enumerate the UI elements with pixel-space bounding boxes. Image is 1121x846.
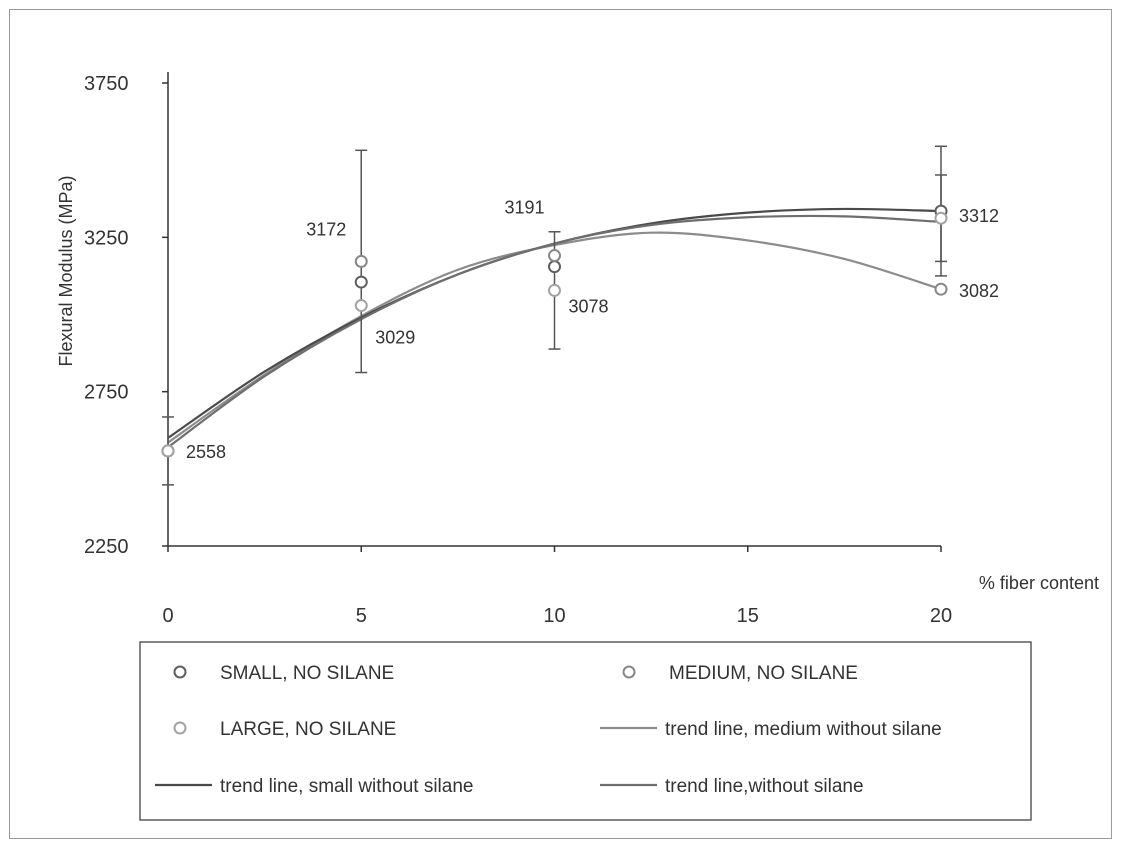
data-label: 3078 <box>569 296 609 316</box>
y-axis-title: Flexural Modulus (MPa) <box>56 175 76 366</box>
data-point-series-2 <box>548 283 561 297</box>
data-point-series-2 <box>354 299 368 313</box>
y-tick-label: 2250 <box>84 536 129 558</box>
data-label: 3191 <box>505 198 545 218</box>
legend-label: LARGE, NO SILANE <box>220 719 396 740</box>
legend-marker <box>622 665 636 679</box>
data-point-series-1 <box>934 282 948 296</box>
data-point-series-2 <box>161 444 175 458</box>
data-label: 3172 <box>306 219 346 239</box>
legend-label: MEDIUM, NO SILANE <box>669 663 858 684</box>
legend-label: trend line,without silane <box>665 776 864 797</box>
data-point-series-0 <box>354 275 368 289</box>
data-point-series-0 <box>548 260 561 274</box>
x-tick-label: 0 <box>162 605 173 627</box>
legend-label: trend line, medium without silane <box>665 719 942 740</box>
x-tick-label: 5 <box>356 605 367 627</box>
chart-frame <box>9 9 1112 839</box>
data-label: 2558 <box>186 442 226 462</box>
y-tick-label: 2750 <box>84 382 129 404</box>
legend-marker <box>173 665 187 679</box>
x-axis-title: % fiber content <box>979 573 1099 593</box>
data-label: 3312 <box>959 206 999 226</box>
data-label: 3082 <box>959 281 999 301</box>
x-tick-label: 10 <box>543 605 565 627</box>
x-tick-label: 20 <box>930 605 952 627</box>
data-point-series-2 <box>934 211 948 225</box>
legend-label: SMALL, NO SILANE <box>220 663 394 684</box>
x-tick-label: 15 <box>737 605 759 627</box>
legend-label: trend line, small without silane <box>220 776 473 797</box>
y-tick-label: 3750 <box>84 73 129 95</box>
data-point-series-1 <box>354 254 368 268</box>
data-point-series-1 <box>548 249 561 263</box>
y-tick-label: 3250 <box>84 227 129 249</box>
legend-box <box>139 641 1032 821</box>
trend-line-3 <box>167 231 942 444</box>
trend-line-5 <box>167 214 942 449</box>
legend-marker <box>173 721 187 735</box>
data-label: 3029 <box>375 328 415 348</box>
